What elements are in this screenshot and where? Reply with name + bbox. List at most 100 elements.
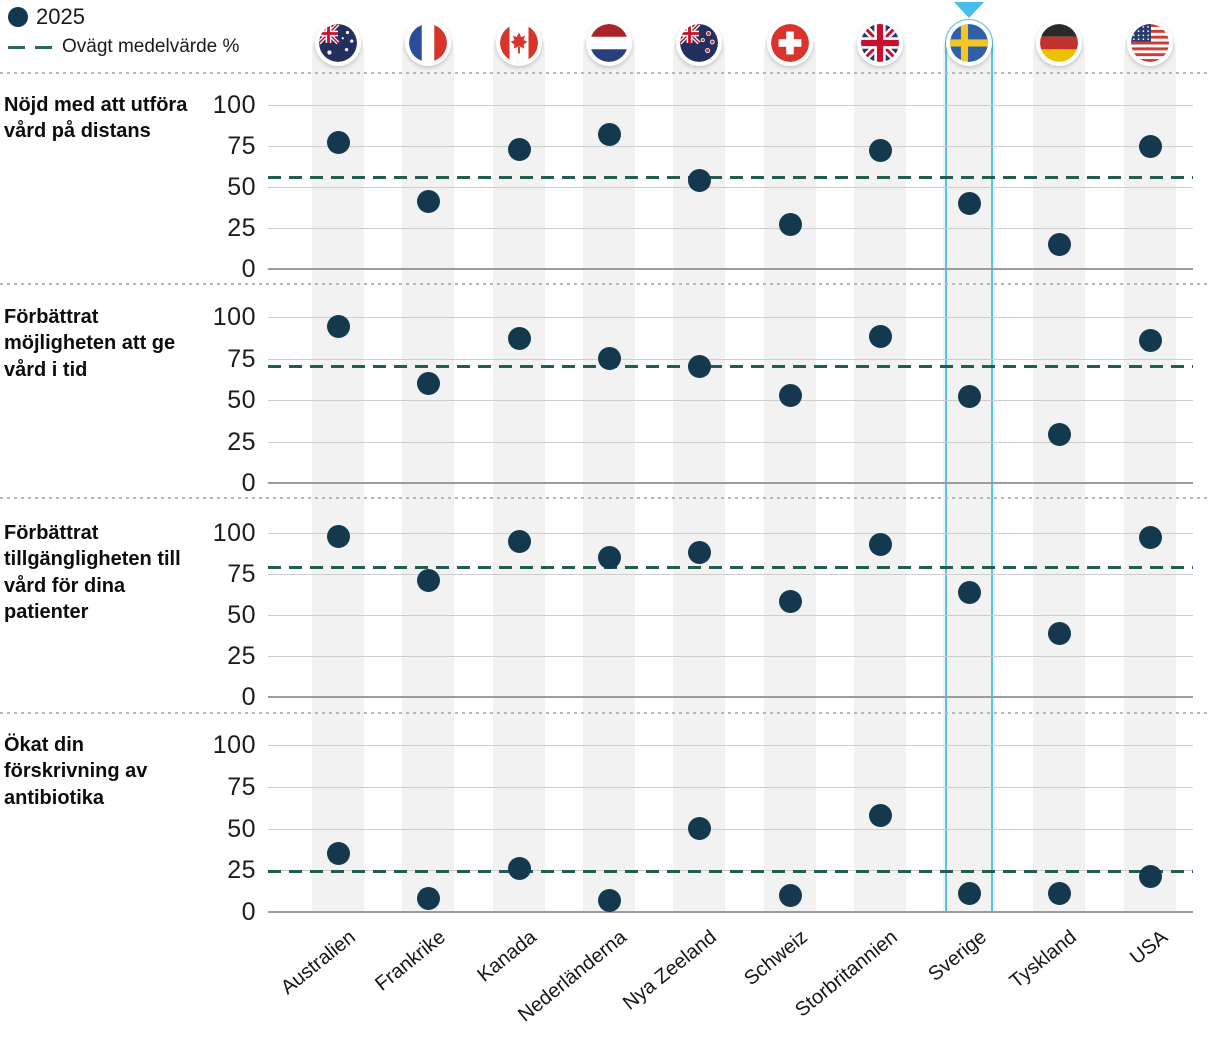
- row-separator: [0, 72, 1210, 74]
- y-tick-label: 100: [212, 91, 256, 119]
- flag-sverige-icon: [950, 24, 988, 62]
- row-separator: [0, 712, 1210, 714]
- gridline: [268, 400, 1193, 401]
- row-label: Ökat din förskrivning av antibiotika: [4, 734, 148, 809]
- data-dot: [597, 546, 621, 570]
- data-dot: [507, 327, 531, 351]
- row-separator: [0, 497, 1210, 499]
- row-label: Förbättrat tillgängligheten till vård fö…: [4, 522, 181, 624]
- y-tick-label: 50: [227, 386, 256, 414]
- gridline: [268, 317, 1193, 318]
- data-dot: [687, 355, 711, 379]
- mean-dash-icon: [8, 45, 54, 49]
- column-band: [583, 26, 635, 912]
- data-dot: [868, 532, 892, 556]
- flag-usa-icon: [1131, 24, 1169, 62]
- data-dot: [868, 325, 892, 349]
- data-dot: [778, 590, 802, 614]
- y-tick-label: 50: [227, 814, 256, 843]
- data-dot: [957, 385, 981, 409]
- gridline: [268, 105, 1193, 106]
- flag-ring: [1127, 20, 1173, 66]
- y-tick-label: 0: [241, 898, 256, 926]
- row-label: Nöjd med att utföra vård på distans: [4, 94, 188, 143]
- flag-frankrike-icon: [409, 24, 447, 62]
- y-tick-label: 25: [227, 642, 256, 670]
- gridline: [268, 228, 1193, 229]
- x-axis-line: [268, 696, 1193, 698]
- flag-ring: [496, 20, 542, 66]
- data-dot: [957, 882, 981, 906]
- highlight-outline: [945, 19, 993, 912]
- column-band: [764, 26, 816, 912]
- data-dot: [507, 529, 531, 553]
- legend-mean-row: Ovägt medelvärde %: [8, 36, 239, 58]
- flag-ring: [767, 20, 813, 66]
- data-dot: [1138, 526, 1162, 550]
- y-tick-label: 0: [241, 469, 256, 497]
- y-tick-label: 100: [212, 731, 256, 759]
- gridline: [268, 441, 1193, 443]
- column-band: [1124, 26, 1176, 912]
- flag-ring: [1036, 20, 1082, 66]
- data-dot: [507, 137, 531, 161]
- data-dot: [507, 857, 531, 881]
- flag-ring: [405, 20, 451, 66]
- column-band: [943, 26, 995, 912]
- series-label: 2025: [36, 4, 85, 29]
- y-tick-label: 25: [227, 856, 256, 885]
- data-dot: [778, 883, 802, 907]
- mean-line: [268, 565, 1193, 569]
- flag-schweiz-icon: [771, 24, 809, 62]
- gridline: [268, 187, 1193, 188]
- flag-ring: [315, 20, 361, 66]
- data-dot: [597, 123, 621, 147]
- y-tick-label: 75: [227, 132, 256, 160]
- data-dot: [778, 213, 802, 237]
- gridline: [268, 146, 1193, 147]
- gridline: [268, 656, 1193, 657]
- column-band: [312, 26, 364, 912]
- y-tick-label: 0: [241, 255, 256, 283]
- data-dot: [416, 887, 440, 911]
- x-axis-line: [268, 482, 1193, 484]
- y-tick-label: 75: [227, 772, 256, 801]
- column-band: [493, 26, 545, 912]
- data-dot: [957, 191, 981, 215]
- data-dot: [1047, 423, 1071, 447]
- data-dot: [1138, 865, 1162, 889]
- column-band: [673, 26, 725, 912]
- y-tick-label: 75: [227, 560, 256, 588]
- highlight-pointer-icon: [954, 2, 984, 18]
- column-band: [402, 26, 454, 912]
- y-tick-label: 50: [227, 173, 256, 201]
- column-band: [1033, 26, 1085, 912]
- flag-ring: [586, 20, 632, 66]
- y-tick-label: 0: [241, 683, 256, 711]
- flag-ring: [676, 20, 722, 66]
- data-dot: [326, 315, 350, 339]
- data-dot: [868, 803, 892, 827]
- flag-nya-zeeland-icon: [680, 24, 718, 62]
- gridline: [268, 786, 1193, 788]
- legend-series-row: 2025: [8, 4, 239, 30]
- data-dot: [1047, 882, 1071, 906]
- y-tick-label: 25: [227, 427, 256, 456]
- data-dot: [687, 168, 711, 192]
- data-dot: [597, 347, 621, 370]
- column-band: [854, 26, 906, 912]
- data-dot: [957, 580, 981, 604]
- flag-ring: [857, 20, 903, 66]
- mean-label: Ovägt medelvärde %: [62, 36, 240, 57]
- row-label: Förbättrat möjligheten att ge vård i tid: [4, 306, 176, 381]
- data-dot: [326, 524, 350, 548]
- mean-line: [268, 175, 1193, 179]
- data-dot: [1047, 621, 1071, 645]
- gridline: [268, 615, 1193, 616]
- data-dot: [326, 842, 350, 866]
- mean-line: [268, 870, 1193, 874]
- legend: 2025 Ovägt medelvärde %: [8, 4, 239, 64]
- data-dot: [326, 131, 350, 155]
- data-dot: [868, 139, 892, 163]
